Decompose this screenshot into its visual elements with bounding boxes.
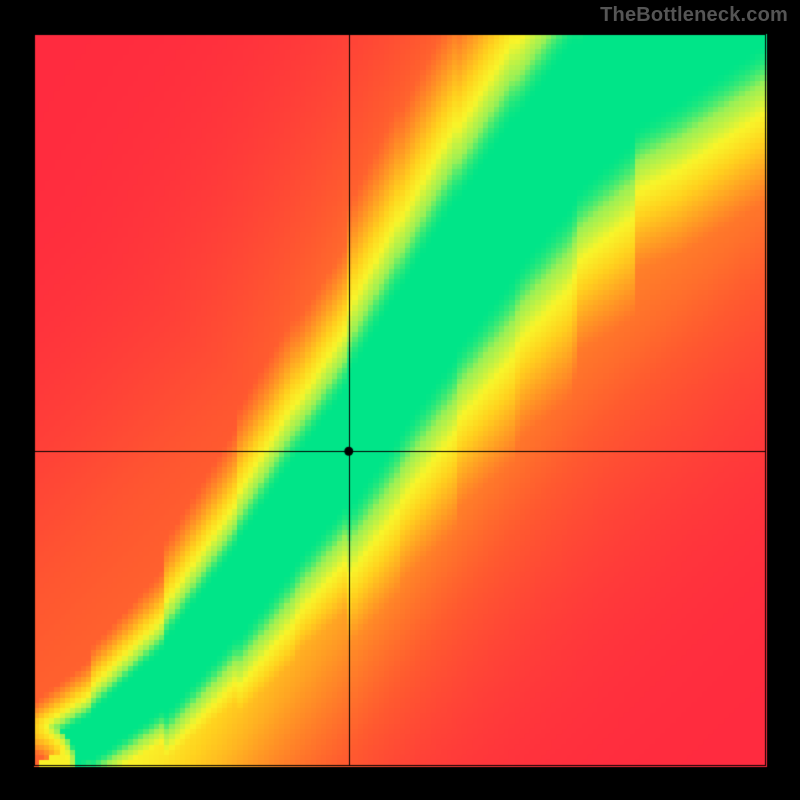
chart-container: TheBottleneck.com (0, 0, 800, 800)
watermark-text: TheBottleneck.com (600, 4, 788, 27)
heatmap-canvas (0, 0, 800, 800)
